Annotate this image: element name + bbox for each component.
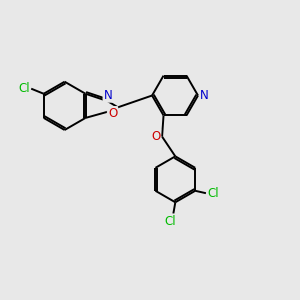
Text: O: O <box>108 107 117 120</box>
Text: Cl: Cl <box>165 214 176 228</box>
Text: O: O <box>151 130 160 142</box>
Text: N: N <box>200 89 209 102</box>
Text: Cl: Cl <box>208 187 219 200</box>
Text: N: N <box>103 89 112 102</box>
Text: Cl: Cl <box>18 82 30 95</box>
